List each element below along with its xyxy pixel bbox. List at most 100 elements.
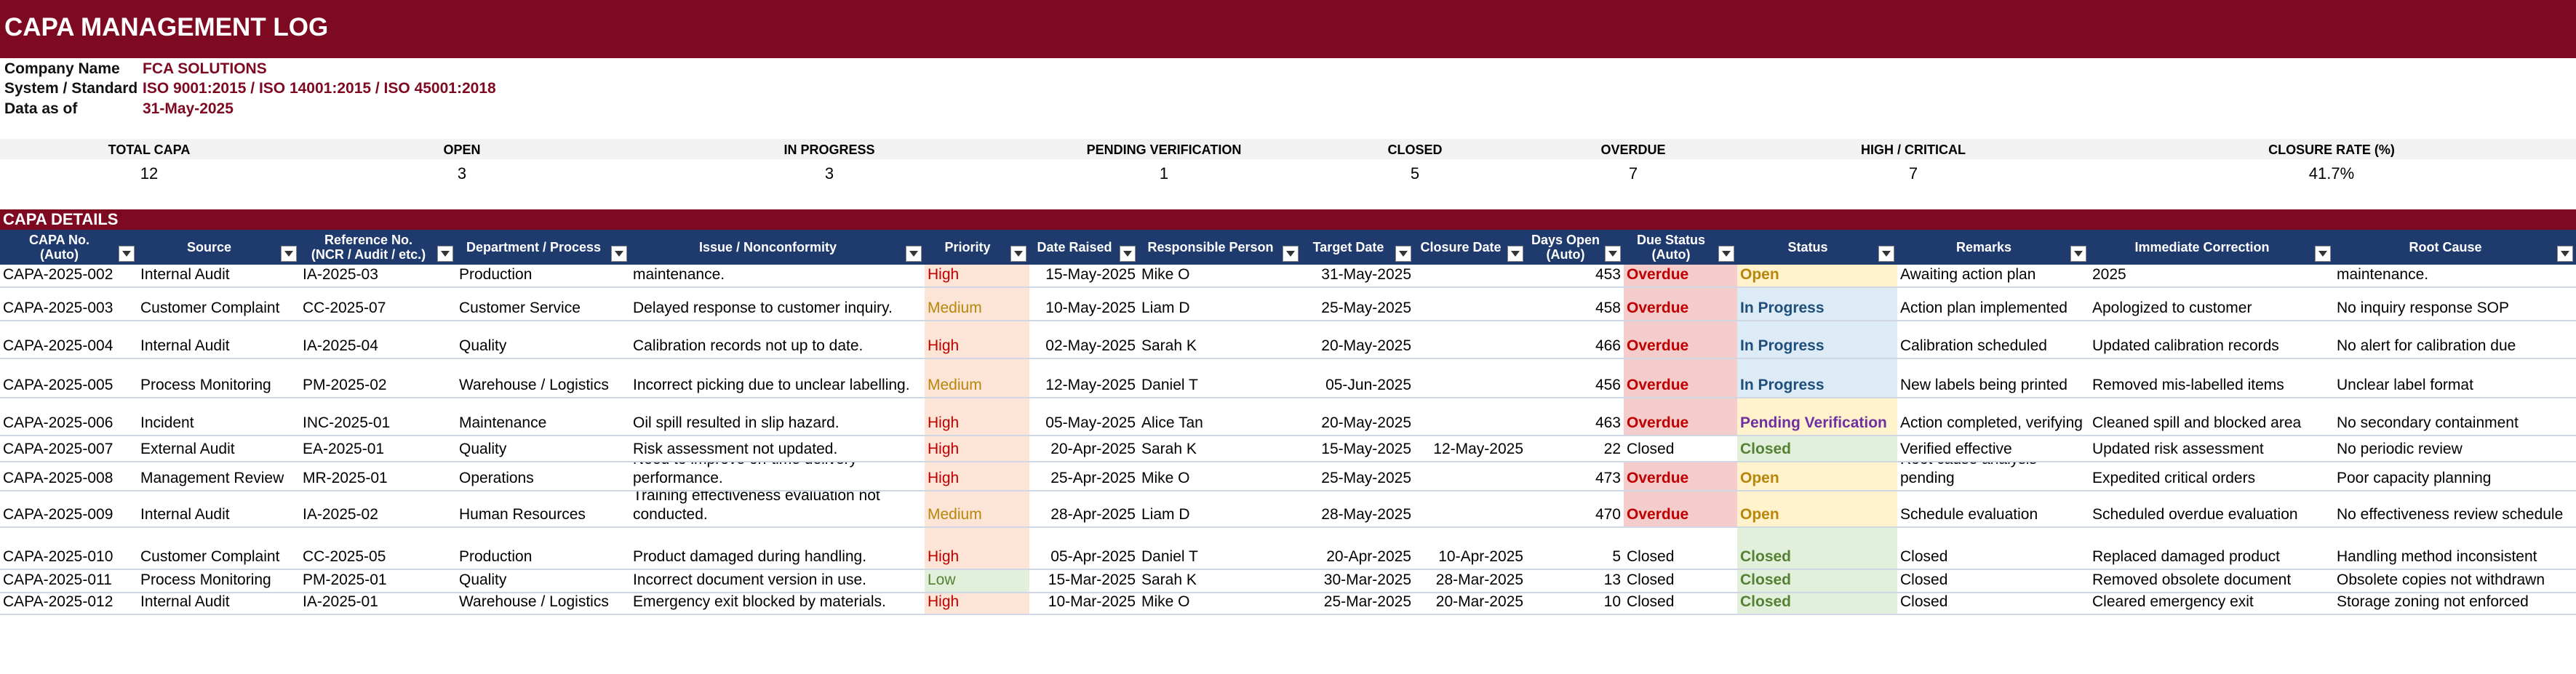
table-row[interactable]: CAPA-2025-002 Internal Audit IA-2025-03 Pro…	[0, 265, 2576, 288]
filter-dropdown-icon[interactable]	[1395, 246, 1411, 262]
cell-root[interactable]: Obsolete copies not withdrawn	[2337, 571, 2545, 588]
cell-ref[interactable]: IA-2025-02	[303, 506, 378, 523]
cell-raised[interactable]: 05-Apr-2025	[1050, 548, 1136, 565]
cell-remarks[interactable]: Action plan implemented	[1900, 300, 2067, 316]
cell-issue[interactable]: Emergency exit blocked by materials.	[633, 593, 886, 610]
cell-remarks[interactable]: Awaiting action plan	[1900, 266, 2036, 283]
cell-priority[interactable]: High	[925, 321, 1029, 358]
cell-remarks[interactable]: Calibration scheduled	[1900, 337, 2047, 354]
table-row[interactable]: CAPA-2025-006 Incident INC-2025-01 Maintena…	[0, 398, 2576, 436]
cell-ref[interactable]: EA-2025-01	[303, 441, 385, 457]
cell-closure[interactable]	[1414, 288, 1526, 320]
cell-days[interactable]: 470	[1595, 506, 1621, 523]
cell-raised[interactable]: 05-May-2025	[1045, 414, 1136, 431]
cell-days[interactable]: 22	[1603, 441, 1621, 457]
cell-due[interactable]: Overdue	[1624, 321, 1737, 358]
filter-dropdown-icon[interactable]	[2557, 246, 2573, 262]
table-row[interactable]: CAPA-2025-010 Customer Complaint CC-2025-0…	[0, 528, 2576, 570]
filter-dropdown-icon[interactable]	[1507, 246, 1523, 262]
cell-days[interactable]: 463	[1595, 414, 1621, 431]
cell-days[interactable]: 10	[1603, 593, 1621, 610]
cell-days[interactable]: 473	[1595, 470, 1621, 486]
cell-person[interactable]: Mike O	[1141, 266, 1190, 283]
filter-dropdown-icon[interactable]	[1605, 246, 1621, 262]
cell-ref[interactable]: CC-2025-05	[303, 548, 386, 565]
cell-target[interactable]: 30-Mar-2025	[1323, 571, 1411, 588]
filter-dropdown-icon[interactable]	[1718, 246, 1734, 262]
cell-due[interactable]: Overdue	[1624, 492, 1737, 526]
cell-days[interactable]: 456	[1595, 377, 1621, 393]
filter-dropdown-icon[interactable]	[1120, 246, 1136, 262]
cell-priority[interactable]: Medium	[925, 288, 1029, 320]
cell-ref[interactable]: INC-2025-01	[303, 414, 391, 431]
cell-issue[interactable]: Need to improve on-time delivery perform…	[633, 462, 857, 486]
cell-remarks[interactable]: Closed	[1900, 548, 1948, 565]
cell-capa[interactable]: CAPA-2025-005	[3, 377, 113, 393]
cell-issue[interactable]: Calibration records not up to date.	[633, 337, 864, 354]
cell-capa[interactable]: CAPA-2025-011	[3, 571, 112, 588]
cell-target[interactable]: 31-May-2025	[1321, 266, 1411, 283]
date-value[interactable]: 31-May-2025	[143, 100, 234, 117]
filter-dropdown-icon[interactable]	[906, 246, 922, 262]
cell-issue[interactable]: Risk assessment not updated.	[633, 441, 838, 457]
cell-correction[interactable]: Updated risk assessment	[2092, 441, 2264, 457]
cell-status[interactable]: In Progress	[1737, 359, 1897, 397]
table-row[interactable]: CAPA-2025-007 External Audit EA-2025-01 Qua…	[0, 436, 2576, 462]
cell-status[interactable]: Closed	[1737, 570, 1897, 592]
cell-capa[interactable]: CAPA-2025-004	[3, 337, 113, 354]
cell-priority[interactable]: High	[925, 462, 1029, 490]
cell-status[interactable]: Closed	[1737, 593, 1897, 614]
cell-source[interactable]: Management Review	[140, 470, 284, 486]
cell-status[interactable]: In Progress	[1737, 288, 1897, 320]
cell-person[interactable]: Mike O	[1141, 470, 1190, 486]
table-row[interactable]: CAPA-2025-005 Process Monitoring PM-2025-0…	[0, 359, 2576, 398]
cell-closure[interactable]: 20-Mar-2025	[1435, 593, 1523, 610]
cell-raised[interactable]: 12-May-2025	[1045, 377, 1136, 393]
cell-person[interactable]: Sarah K	[1141, 571, 1197, 588]
cell-issue[interactable]: Oil spill resulted in slip hazard.	[633, 414, 840, 431]
cell-priority[interactable]: High	[925, 436, 1029, 461]
cell-target[interactable]: 20-May-2025	[1321, 414, 1411, 431]
cell-target[interactable]: 25-May-2025	[1321, 300, 1411, 316]
cell-closure[interactable]	[1414, 265, 1526, 286]
filter-dropdown-icon[interactable]	[1283, 246, 1299, 262]
cell-dept[interactable]: Quality	[459, 571, 507, 588]
cell-issue[interactable]: Delayed response to customer inquiry.	[633, 300, 893, 316]
cell-root[interactable]: No checklist for preventive maintenance.	[2337, 266, 2429, 283]
cell-source[interactable]: Internal Audit	[140, 337, 230, 354]
cell-due[interactable]: Overdue	[1624, 398, 1737, 435]
cell-ref[interactable]: IA-2025-04	[303, 337, 378, 354]
cell-status[interactable]: Closed	[1737, 528, 1897, 569]
cell-priority[interactable]: High	[925, 528, 1029, 569]
cell-dept[interactable]: Warehouse / Logistics	[459, 377, 609, 393]
cell-status[interactable]: Open	[1737, 492, 1897, 526]
table-row[interactable]: CAPA-2025-012 Internal Audit IA-2025-01 War…	[0, 593, 2576, 615]
cell-closure[interactable]	[1414, 462, 1526, 490]
cell-root[interactable]: No periodic review	[2337, 441, 2463, 457]
cell-issue[interactable]: Incorrect document version in use.	[633, 571, 866, 588]
cell-root[interactable]: No secondary containment	[2337, 414, 2519, 431]
cell-target[interactable]: 25-Mar-2025	[1323, 593, 1411, 610]
cell-remarks[interactable]: Verified effective	[1900, 441, 2012, 457]
cell-root[interactable]: No inquiry response SOP	[2337, 300, 2509, 316]
cell-person[interactable]: Alice Tan	[1141, 414, 1203, 431]
cell-due[interactable]: Closed	[1627, 571, 1675, 588]
cell-dept[interactable]: Production	[459, 266, 533, 283]
cell-correction[interactable]: Removed mis-labelled items	[2092, 377, 2284, 393]
cell-due[interactable]: Overdue	[1624, 265, 1737, 286]
cell-target[interactable]: 05-Jun-2025	[1325, 377, 1411, 393]
cell-due[interactable]: Overdue	[1624, 462, 1737, 490]
cell-status[interactable]: Open	[1737, 462, 1897, 490]
cell-source[interactable]: Internal Audit	[140, 593, 230, 610]
cell-raised[interactable]: 10-May-2025	[1045, 300, 1136, 316]
cell-status[interactable]: Pending Verification	[1737, 398, 1897, 435]
cell-ref[interactable]: MR-2025-01	[303, 470, 388, 486]
cell-remarks[interactable]: Schedule evaluation	[1900, 506, 2038, 523]
cell-source[interactable]: Internal Audit	[140, 506, 230, 523]
cell-days[interactable]: 5	[1612, 548, 1621, 565]
cell-priority[interactable]: High	[925, 265, 1029, 286]
filter-dropdown-icon[interactable]	[281, 246, 297, 262]
cell-person[interactable]: Sarah K	[1141, 441, 1197, 457]
cell-target[interactable]: 20-Apr-2025	[1326, 548, 1411, 565]
cell-correction[interactable]: Maintenance done on 18-May-2025	[2092, 266, 2126, 283]
